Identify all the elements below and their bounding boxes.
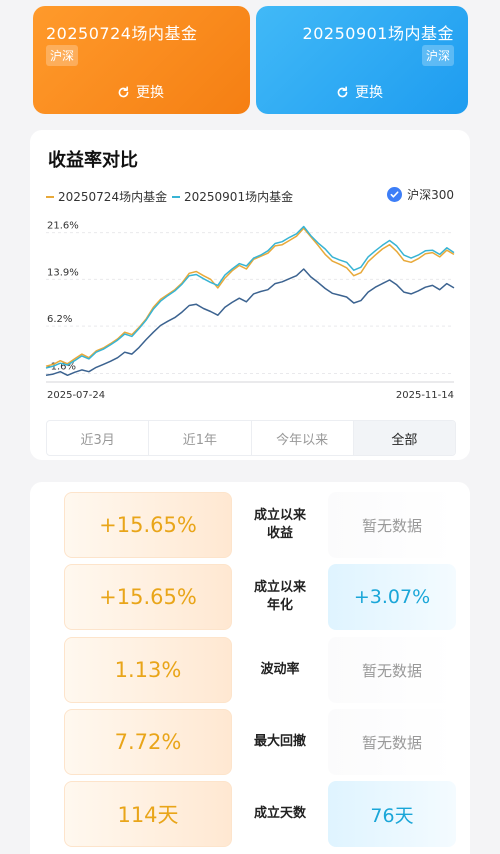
benchmark-toggle[interactable]: 沪深300 <box>387 186 454 203</box>
tab-all[interactable]: 全部 <box>353 421 455 455</box>
metric-label: 最大回撤 <box>253 734 306 749</box>
fund-name: 20250901场内基金 <box>302 24 454 43</box>
series-line-1 <box>45 225 455 369</box>
return-comparison-panel: 收益率对比 20250724场内基金 20250901场内基金 沪深300 21… <box>30 130 470 460</box>
legend-swatch <box>46 195 54 198</box>
metric-row: 1.13% 波动率 暂无数据 <box>30 637 470 703</box>
fund-b-value: 76天 <box>328 781 456 847</box>
return-line-chart: 21.6% 13.9% 6.2% -1.6% 2025-07-24 2025-11-14 <box>45 221 455 401</box>
fund-a-value: +15.65% <box>64 564 232 630</box>
tab-1y[interactable]: 近1年 <box>149 421 252 455</box>
legend-label: 20250724场内基金 <box>58 190 168 204</box>
refresh-icon <box>118 85 129 97</box>
y-tick-label: -1.6% <box>47 361 76 372</box>
market-tag: 沪深 <box>421 45 454 66</box>
fund-b-value: 暂无数据 <box>328 637 456 703</box>
refresh-icon <box>337 85 348 97</box>
fund-b-value: 暂无数据 <box>328 709 456 775</box>
swap-fund-button[interactable]: 更换 <box>336 82 383 102</box>
metric-label-line: 成立以来 <box>253 580 306 595</box>
metric-label-line: 年化 <box>266 598 293 613</box>
x-tick-label-end: 2025-11-14 <box>396 390 454 401</box>
fund-a-value: 114天 <box>64 781 232 847</box>
fund-b-value: 暂无数据 <box>328 492 456 558</box>
range-tabs: 近3月 近1年 今年以来 全部 <box>46 420 456 456</box>
market-tag: 沪深 <box>46 45 79 66</box>
x-tick-label-start: 2025-07-24 <box>47 390 105 401</box>
metrics-panel: +15.65% 成立以来 收益 暂无数据 +15.65% 成立以来 年化 +3.07… <box>30 482 470 854</box>
legend-swatch <box>172 195 180 198</box>
series-line-0 <box>45 227 455 367</box>
swap-label: 更换 <box>136 85 164 101</box>
metric-row: 114天 成立天数 76天 <box>30 781 470 847</box>
checkmark-icon <box>387 187 403 202</box>
legend-item-fund-b: 20250901场内基金 <box>172 188 293 205</box>
fund-a-value: +15.65% <box>64 492 232 558</box>
tab-3m[interactable]: 近3月 <box>47 421 150 455</box>
section-title: 收益率对比 <box>48 150 138 171</box>
fund-a-value: 7.72% <box>64 709 232 775</box>
tab-ytd[interactable]: 今年以来 <box>252 421 354 455</box>
metric-row: 7.72% 最大回撤 暂无数据 <box>30 709 470 775</box>
fund-a-value: 1.13% <box>64 637 232 703</box>
metric-label: 成立以来 年化 <box>240 564 320 630</box>
swap-label: 更换 <box>355 85 383 101</box>
legend-item-fund-a: 20250724场内基金 <box>46 188 167 205</box>
swap-fund-button[interactable]: 更换 <box>117 82 164 102</box>
legend-label: 20250901场内基金 <box>184 190 294 204</box>
fund-card-right[interactable]: 20250901场内基金 沪深 更换 <box>256 6 468 114</box>
metric-label-line: 收益 <box>266 526 293 541</box>
metric-label: 成立以来 收益 <box>240 492 320 558</box>
benchmark-label: 沪深300 <box>407 188 454 202</box>
metric-row: +15.65% 成立以来年化 +3.07% <box>30 564 470 630</box>
fund-b-value: +3.07% <box>328 564 456 630</box>
y-tick-label: 21.6% <box>47 221 79 232</box>
fund-card-left[interactable]: 20250724场内基金 沪深 更换 <box>33 6 250 114</box>
metric-label: 波动率 <box>260 662 300 677</box>
metric-label-line: 成立以来 <box>253 508 306 523</box>
fund-name: 20250724场内基金 <box>46 24 198 43</box>
metric-row: +15.65% 成立以来收益 暂无数据 <box>30 492 470 558</box>
metric-label: 成立天数 <box>253 806 306 821</box>
series-line-2 <box>45 268 455 377</box>
y-tick-label: 13.9% <box>47 267 79 278</box>
y-tick-label: 6.2% <box>47 314 72 325</box>
